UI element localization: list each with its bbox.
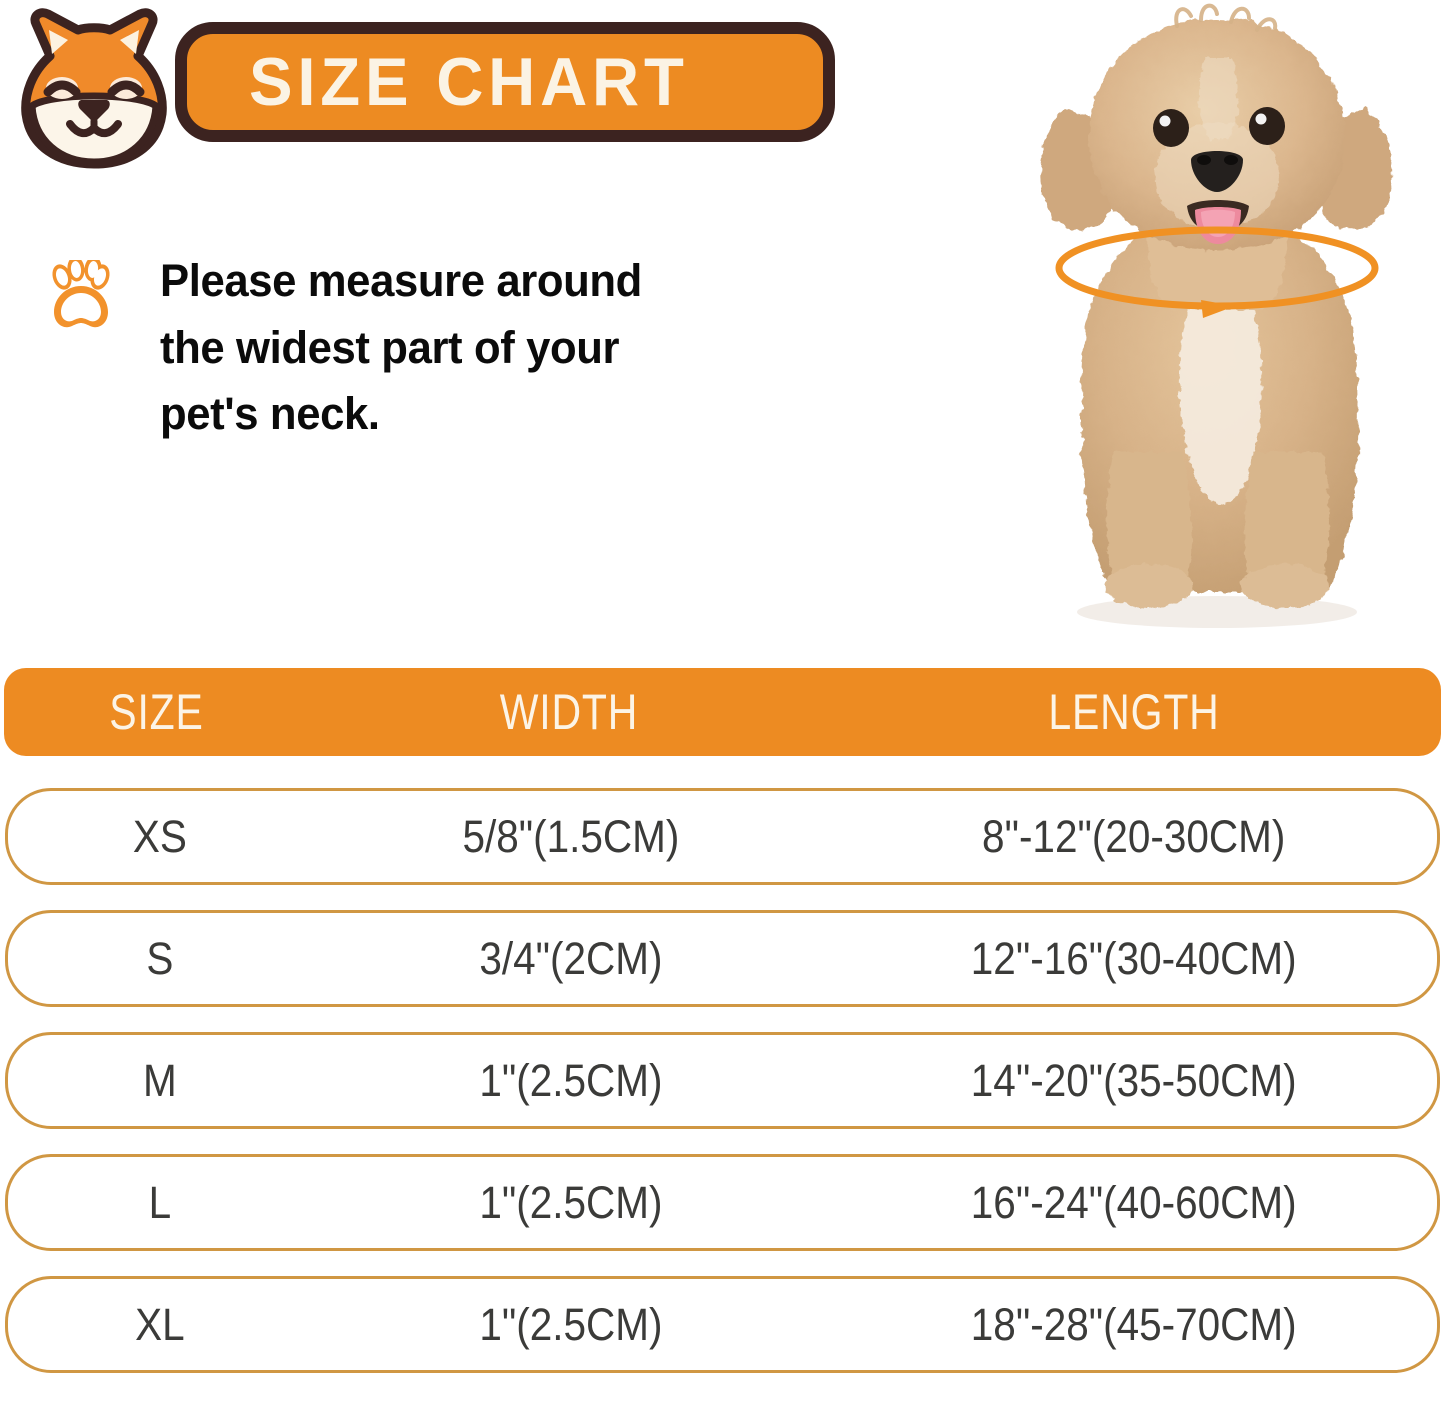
spacer [0,1251,1445,1276]
cell-length: 12"-16"(30-40CM) [970,932,1297,984]
spacer [0,885,1445,910]
cell-width: 1"(2.5CM) [479,1054,663,1106]
shiba-dog-face-icon [6,6,182,174]
table-row: XL 1"(2.5CM) 18"-28"(45-70CM) [5,1276,1440,1373]
page-title: SIZE CHART [249,44,689,120]
instruction-text: Please measure around the widest part of… [160,255,642,440]
cell-size: L [148,1176,172,1228]
cell-length: 18"-28"(45-70CM) [970,1298,1297,1350]
cell-size: XS [132,810,187,862]
cell-width: 1"(2.5CM) [479,1176,663,1228]
cell-width: 1"(2.5CM) [479,1298,663,1350]
column-header-size: SIZE [109,684,204,740]
cell-size: XL [135,1298,185,1350]
cell-width: 3/4"(2CM) [479,932,663,984]
table-row: L 1"(2.5CM) 16"-24"(40-60CM) [5,1154,1440,1251]
cell-length: 14"-20"(35-50CM) [970,1054,1297,1106]
size-chart-title-banner: SIZE CHART [175,22,835,142]
neck-measurement-ring-icon [1055,226,1379,318]
size-chart-table: SIZE WIDTH LENGTH XS 5/8"(1.5CM) 8"-12"(… [0,668,1445,1373]
measure-instruction: Please measure around the widest part of… [48,248,768,448]
spacer [0,1129,1445,1154]
cell-size: M [142,1054,177,1106]
cell-size: S [146,932,174,984]
cell-length: 8"-12"(20-30CM) [981,810,1285,862]
cell-length: 16"-24"(40-60CM) [970,1176,1297,1228]
table-row: S 3/4"(2CM) 12"-16"(30-40CM) [5,910,1440,1007]
paw-print-icon [48,256,114,332]
column-header-width: WIDTH [499,684,639,740]
table-row: M 1"(2.5CM) 14"-20"(35-50CM) [5,1032,1440,1129]
table-header-row: SIZE WIDTH LENGTH [4,668,1441,756]
table-row: XS 5/8"(1.5CM) 8"-12"(20-30CM) [5,788,1440,885]
column-header-length: LENGTH [1048,684,1220,740]
dog-photo [1005,0,1445,650]
header-section: SIZE CHART [0,0,1445,665]
spacer [0,1007,1445,1032]
spacer [0,756,1445,788]
cell-width: 5/8"(1.5CM) [462,810,680,862]
